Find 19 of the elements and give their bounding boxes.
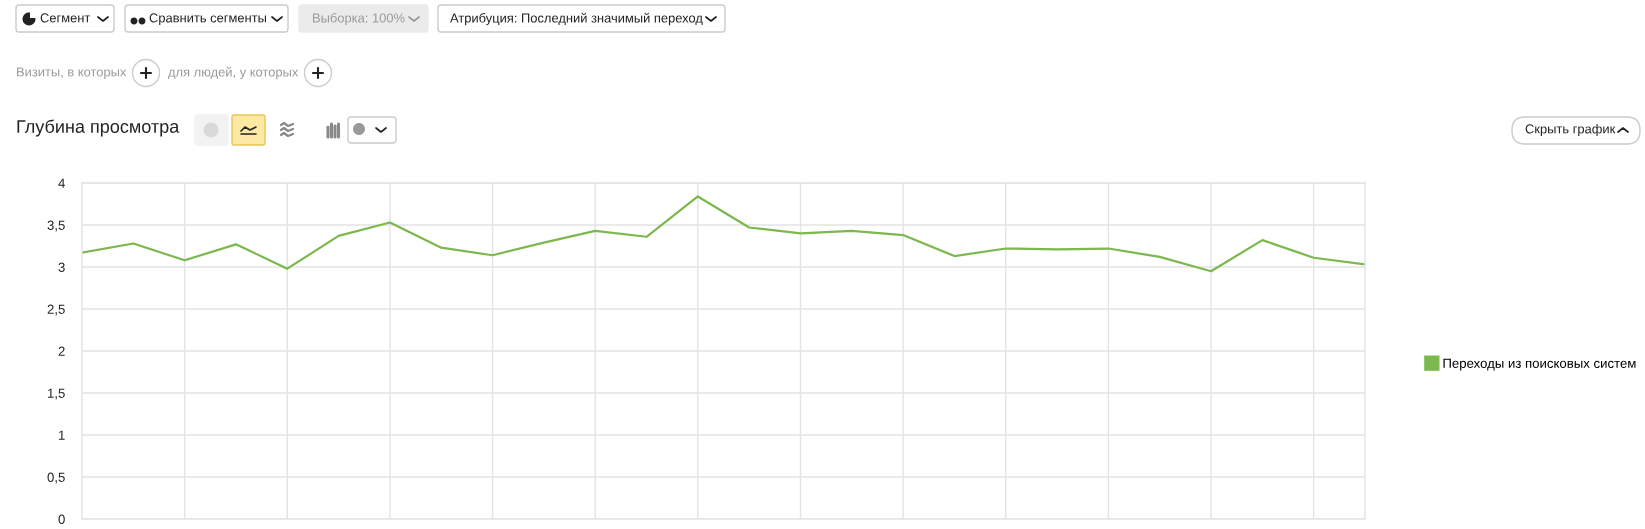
y-tick-label: 2 xyxy=(58,346,65,356)
y-tick-label: 1,5 xyxy=(48,388,65,400)
text: Визиты, в которых xyxy=(17,67,127,80)
text: Скрыть график xyxy=(1525,123,1616,137)
y-tick-label: 0,5 xyxy=(47,472,65,484)
y-tick-label: 2,5 xyxy=(47,304,65,316)
text: Атрибуция: Последний значимый переход xyxy=(450,12,703,26)
y-tick-label: 3,5 xyxy=(47,220,65,232)
legend-label: Переходы из поисковых систем xyxy=(1443,358,1636,371)
y-tick-label: 4 xyxy=(58,178,65,188)
y-tick-label: 1 xyxy=(59,430,65,440)
text: Сравнить сегменты xyxy=(149,13,266,26)
chart-title: Глубина просмотра xyxy=(17,119,180,137)
text: для людей, у которых xyxy=(168,66,299,80)
y-tick-label: 0 xyxy=(58,514,65,524)
y-tick-label: 3 xyxy=(58,262,65,272)
line-series xyxy=(82,195,1365,273)
text: Сегмент xyxy=(40,13,91,23)
text: Выборка: 100% xyxy=(313,12,405,26)
